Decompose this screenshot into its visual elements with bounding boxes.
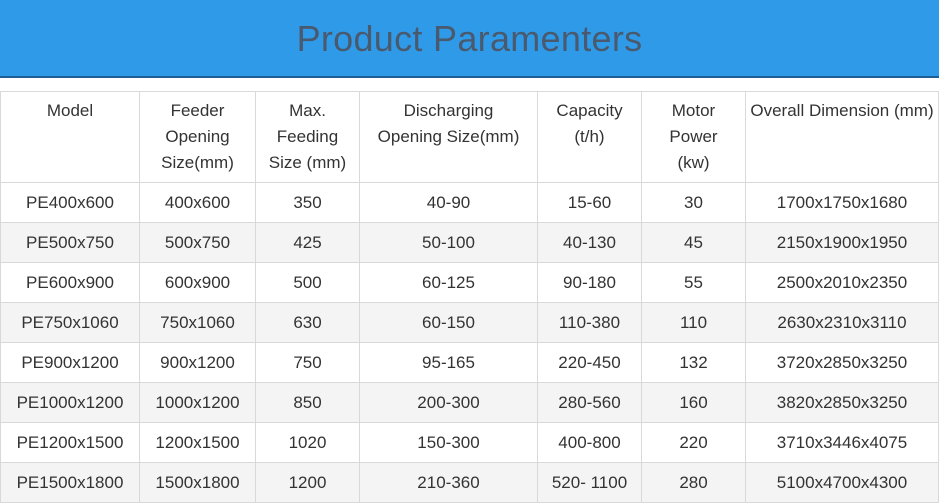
cell-motor-power: 55 xyxy=(641,262,746,303)
cell-max-feeding: 350 xyxy=(255,182,360,223)
table-row: PE900x1200 900x1200 750 95-165 220-450 132 372… xyxy=(0,342,939,383)
cell-discharging-opening: 60-150 xyxy=(359,302,538,343)
cell-feeder-opening: 1500x1800 xyxy=(139,462,256,503)
cell-feeder-opening: 600x900 xyxy=(139,262,256,303)
cell-max-feeding: 1200 xyxy=(255,462,360,503)
table-row: PE1000x1200 1000x1200 850 200-300 280-560 160… xyxy=(0,382,939,423)
cell-model: PE1200x1500 xyxy=(0,422,140,463)
header-cell-model: Model xyxy=(0,91,140,183)
cell-motor-power: 220 xyxy=(641,422,746,463)
cell-model: PE600x900 xyxy=(0,262,140,303)
product-table-container: Model Feeder Opening Size(mm) Max. Feedi… xyxy=(0,91,939,503)
cell-model: PE500x750 xyxy=(0,222,140,263)
cell-discharging-opening: 200-300 xyxy=(359,382,538,423)
header-cell-capacity: Capacity (t/h) xyxy=(537,91,642,183)
cell-capacity: 90-180 xyxy=(537,262,642,303)
cell-capacity: 400-800 xyxy=(537,422,642,463)
cell-max-feeding: 1020 xyxy=(255,422,360,463)
cell-overall-dimension: 2500x2010x2350 xyxy=(745,262,939,303)
cell-model: PE400x600 xyxy=(0,182,140,223)
cell-model: PE900x1200 xyxy=(0,342,140,383)
page-title: Product Paramenters xyxy=(296,18,643,59)
cell-discharging-opening: 60-125 xyxy=(359,262,538,303)
header-cell-motor-power: Motor Power (kw) xyxy=(641,91,746,183)
product-parameters-table: Model Feeder Opening Size(mm) Max. Feedi… xyxy=(0,91,939,503)
cell-feeder-opening: 400x600 xyxy=(139,182,256,223)
cell-capacity: 220-450 xyxy=(537,342,642,383)
cell-capacity: 520- 1100 xyxy=(537,462,642,503)
cell-overall-dimension: 3820x2850x3250 xyxy=(745,382,939,423)
header-cell-max-feeding: Max. Feeding Size (mm) xyxy=(255,91,360,183)
cell-overall-dimension: 3710x3446x4075 xyxy=(745,422,939,463)
cell-feeder-opening: 900x1200 xyxy=(139,342,256,383)
cell-motor-power: 110 xyxy=(641,302,746,343)
cell-capacity: 15-60 xyxy=(537,182,642,223)
cell-overall-dimension: 3720x2850x3250 xyxy=(745,342,939,383)
cell-discharging-opening: 150-300 xyxy=(359,422,538,463)
table-row: PE1200x1500 1200x1500 1020 150-300 400-800 22… xyxy=(0,422,939,463)
table-row: PE400x600 400x600 350 40-90 15-60 30 1700x1750… xyxy=(0,182,939,223)
cell-capacity: 40-130 xyxy=(537,222,642,263)
cell-discharging-opening: 95-165 xyxy=(359,342,538,383)
cell-motor-power: 30 xyxy=(641,182,746,223)
cell-feeder-opening: 500x750 xyxy=(139,222,256,263)
cell-model: PE1500x1800 xyxy=(0,462,140,503)
cell-overall-dimension: 1700x1750x1680 xyxy=(745,182,939,223)
header-cell-overall-dimension: Overall Dimension (mm) xyxy=(745,91,939,183)
table-row: PE600x900 600x900 500 60-125 90-180 55 2500x20… xyxy=(0,262,939,303)
cell-feeder-opening: 750x1060 xyxy=(139,302,256,343)
cell-overall-dimension: 2630x2310x3110 xyxy=(745,302,939,343)
cell-model: PE1000x1200 xyxy=(0,382,140,423)
cell-model: PE750x1060 xyxy=(0,302,140,343)
cell-capacity: 110-380 xyxy=(537,302,642,343)
table-row: PE750x1060 750x1060 630 60-150 110-380 110 263… xyxy=(0,302,939,343)
cell-motor-power: 280 xyxy=(641,462,746,503)
cell-max-feeding: 750 xyxy=(255,342,360,383)
cell-capacity: 280-560 xyxy=(537,382,642,423)
cell-max-feeding: 850 xyxy=(255,382,360,423)
table-row: PE1500x1800 1500x1800 1200 210-360 520- 1100… xyxy=(0,462,939,503)
cell-max-feeding: 630 xyxy=(255,302,360,343)
cell-feeder-opening: 1000x1200 xyxy=(139,382,256,423)
table-body: PE400x600 400x600 350 40-90 15-60 30 1700x1750… xyxy=(0,182,939,503)
cell-discharging-opening: 50-100 xyxy=(359,222,538,263)
cell-overall-dimension: 2150x1900x1950 xyxy=(745,222,939,263)
cell-max-feeding: 425 xyxy=(255,222,360,263)
table-header: Model Feeder Opening Size(mm) Max. Feedi… xyxy=(0,91,939,183)
header-row: Model Feeder Opening Size(mm) Max. Feedi… xyxy=(0,91,939,183)
cell-motor-power: 160 xyxy=(641,382,746,423)
cell-motor-power: 132 xyxy=(641,342,746,383)
cell-discharging-opening: 40-90 xyxy=(359,182,538,223)
cell-discharging-opening: 210-360 xyxy=(359,462,538,503)
header-cell-discharging-opening: Discharging Opening Size(mm) xyxy=(359,91,538,183)
title-banner: Product Paramenters xyxy=(0,0,939,78)
cell-motor-power: 45 xyxy=(641,222,746,263)
table-row: PE500x750 500x750 425 50-100 40-130 45 2150x19… xyxy=(0,222,939,263)
cell-max-feeding: 500 xyxy=(255,262,360,303)
header-cell-feeder-opening: Feeder Opening Size(mm) xyxy=(139,91,256,183)
cell-feeder-opening: 1200x1500 xyxy=(139,422,256,463)
cell-overall-dimension: 5100x4700x4300 xyxy=(745,462,939,503)
